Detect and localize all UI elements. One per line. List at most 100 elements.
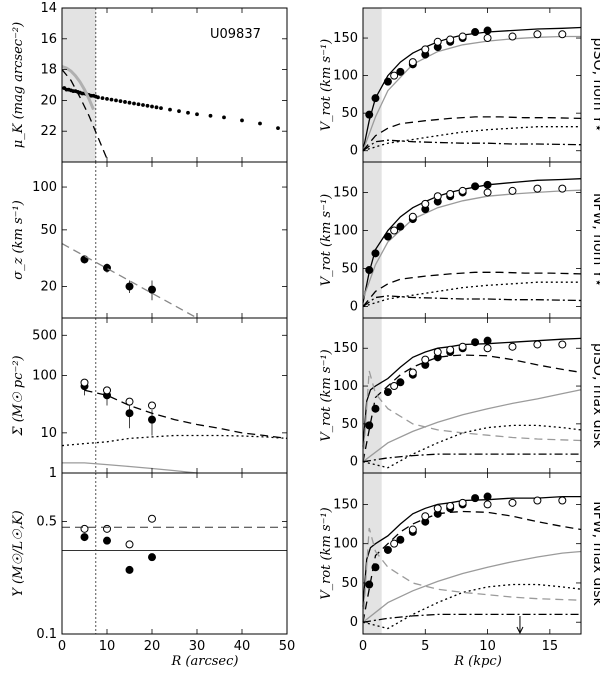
point-obs-open-3 — [433, 348, 442, 357]
line-bulge-dashed-gray-rot3 — [362, 370, 582, 462]
point-profile-24 — [136, 102, 141, 107]
point-obs-open-3 — [433, 37, 442, 46]
xtick-label-Upsilon: 20 — [144, 639, 161, 654]
point-obs-open-0 — [390, 226, 399, 235]
ytick-label-Sigma: 10 — [40, 426, 57, 441]
point-upsilon-filled-0 — [80, 533, 89, 542]
xtick-label-Upsilon: 0 — [58, 639, 66, 654]
line-gas-dotted-rot1 — [362, 126, 581, 152]
axis-box-Upsilon — [61, 472, 288, 635]
line-gas-dotted-rot4 — [362, 583, 582, 630]
point-obs-open-1 — [408, 525, 417, 534]
xtick-label-rot4: 10 — [479, 639, 496, 654]
point-obs-filled-3 — [396, 535, 405, 544]
point-obs-open-4 — [446, 35, 455, 44]
point-obs-filled-0 — [365, 110, 374, 119]
galaxy-id-label: U09837 — [210, 27, 261, 42]
line-total-rot3 — [362, 337, 582, 447]
line-hi-gray-Sigma — [62, 462, 198, 474]
line-bulge-dashed-muK — [61, 69, 108, 160]
point-profile-18 — [109, 97, 114, 102]
point-sigma-dyn-open-2 — [125, 397, 134, 406]
point-obs-filled-9 — [471, 338, 480, 347]
point-obs-open-1 — [408, 58, 417, 67]
ylabel-Sigma: Σ (M☉ pc⁻²) — [11, 355, 26, 436]
side-label-rot2: NFW, nom Υ⋆ — [590, 193, 600, 287]
xtick-label-rot4: 15 — [542, 639, 559, 654]
line-disk-dashed-rot1 — [362, 116, 582, 152]
ytick-label-rot1: 150 — [333, 31, 358, 46]
ytick-label-rot1: 0 — [350, 144, 358, 159]
point-obs-open-9 — [558, 340, 567, 349]
point-profile-23 — [132, 101, 136, 106]
point-obs-open-7 — [508, 186, 517, 195]
line-disk-dashed-rot4 — [362, 510, 582, 623]
ylabel-Upsilon: Υ (M☉/L☉,K) — [11, 510, 26, 596]
xtick-label-rot4: 5 — [421, 639, 429, 654]
line-disk-dashed-rot2 — [362, 271, 582, 308]
point-obs-filled-3 — [396, 378, 405, 387]
point-profile-34 — [208, 113, 213, 118]
point-obs-open-0 — [390, 71, 399, 80]
xtick-label-rot4: 0 — [359, 639, 367, 654]
point-obs-filled-0 — [365, 421, 374, 430]
xtick-label-Upsilon: 10 — [99, 639, 116, 654]
ylabel-muK: μ_K (mag arcsec⁻²) — [11, 22, 26, 148]
point-obs-open-1 — [408, 368, 417, 377]
shaded-region-rot3 — [363, 318, 382, 473]
point-profile-33 — [195, 112, 199, 117]
point-obs-open-6 — [483, 188, 492, 197]
point-profile-27 — [150, 104, 154, 109]
point-sigma-dyn-filled-3 — [148, 415, 156, 424]
arrow-head — [516, 626, 524, 635]
point-profile-36 — [240, 118, 244, 123]
line-bulge-dashdot-rot1 — [362, 139, 582, 152]
ytick-label-rot2: 0 — [350, 300, 358, 315]
ytick-label-sigma: 20 — [40, 279, 57, 294]
point-profile-22 — [127, 100, 132, 105]
xtick-label-Upsilon: 50 — [279, 639, 296, 654]
line-total-rot1 — [362, 26, 582, 151]
ytick-label-Upsilon: 1 — [49, 466, 57, 481]
point-profile-29 — [159, 106, 163, 110]
point-upsilon-filled-1 — [103, 536, 111, 545]
point-obs-open-6 — [483, 500, 492, 509]
point-sigma-dyn-open-1 — [103, 386, 111, 395]
point-obs-filled-2 — [383, 388, 392, 397]
ytick-label-rot4: 150 — [333, 497, 358, 512]
point-obs-open-4 — [446, 189, 455, 198]
line-halo-gray-rot1 — [362, 35, 581, 151]
line-stellar-dashed-Sigma — [84, 389, 288, 440]
ytick-label-rot2: 150 — [333, 185, 358, 200]
ytick-label-Upsilon: 0.5 — [36, 514, 57, 529]
point-obs-open-4 — [446, 501, 455, 510]
point-profile-17 — [105, 96, 109, 101]
point-obs-filled-3 — [396, 67, 405, 76]
point-profile-26 — [145, 103, 150, 108]
point-profile-19 — [114, 98, 118, 103]
ytick-label-muK: 18 — [40, 63, 57, 78]
ytick-label-muK: 20 — [40, 93, 57, 108]
ylabel-rot3: V_rot (km s⁻¹) — [319, 349, 334, 442]
point-obs-open-5 — [458, 342, 467, 351]
point-obs-open-2 — [421, 199, 430, 208]
ytick-label-Sigma: 500 — [32, 328, 57, 343]
xtick-label-Upsilon: 40 — [234, 639, 251, 654]
point-obs-open-8 — [533, 496, 542, 505]
point-profile-37 — [258, 121, 262, 126]
axis-box-rot4 — [362, 472, 582, 635]
point-obs-filled-9 — [471, 28, 480, 37]
point-obs-filled-10 — [483, 180, 492, 189]
line-bulge-dashdot-rot2 — [362, 295, 582, 308]
line-total-rot2 — [362, 178, 582, 303]
ytick-label-rot3: 150 — [333, 341, 358, 356]
ytick-label-rot2: 100 — [333, 223, 358, 238]
ytick-label-rot1: 100 — [333, 69, 358, 84]
point-obs-open-7 — [508, 498, 517, 507]
ytick-label-Upsilon: 0.1 — [36, 627, 57, 642]
ytick-label-rot1: 50 — [341, 106, 358, 121]
point-obs-open-8 — [533, 340, 542, 349]
point-obs-filled-0 — [365, 266, 374, 275]
point-sigma-dyn-open-0 — [80, 378, 89, 387]
